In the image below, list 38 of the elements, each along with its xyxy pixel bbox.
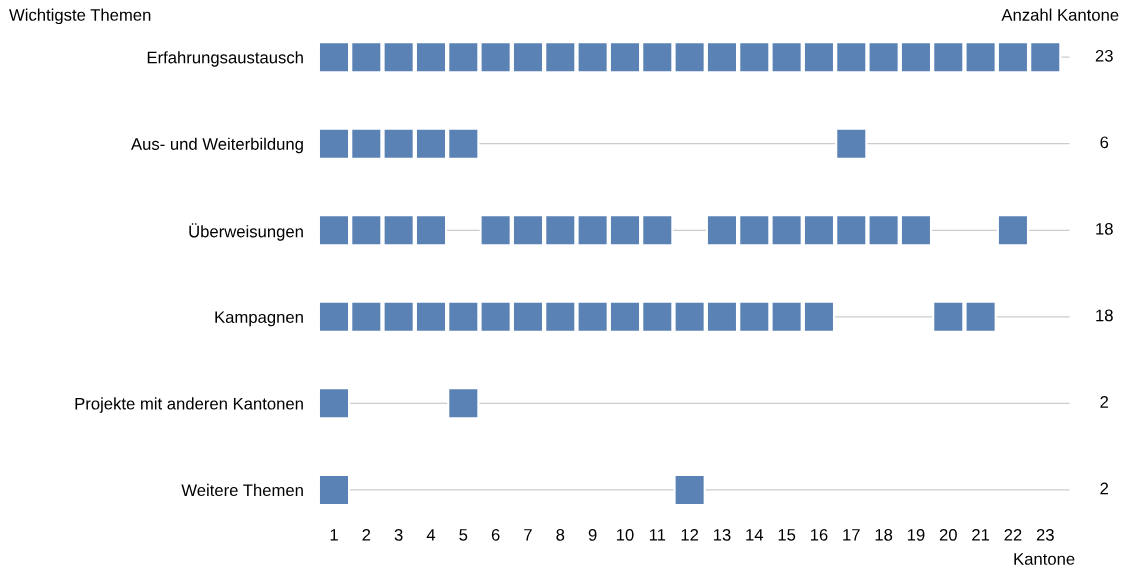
text: 18 bbox=[1096, 222, 1113, 235]
annotation: Anzahl Kantone bbox=[1001, 8, 1119, 21]
text: Wichtigste Themen bbox=[9, 8, 151, 25]
x-tick-label: 6 bbox=[491, 528, 500, 541]
text: 6 bbox=[1100, 136, 1109, 149]
x-tick-label: 15 bbox=[778, 529, 796, 541]
x-tick-label: 8 bbox=[556, 528, 565, 541]
x-tick-label: 12 bbox=[681, 528, 699, 541]
x-tick-label: 17 bbox=[843, 529, 860, 541]
x-tick-label: 1 bbox=[330, 529, 338, 541]
x-axis-title: Kantone bbox=[1014, 553, 1075, 565]
y-tick-label: Aus- und Weiterbildung bbox=[131, 137, 303, 154]
x-tick-label: 16 bbox=[810, 528, 828, 541]
x-tick-label: 5 bbox=[459, 529, 468, 541]
y-tick-label: Überweisungen bbox=[189, 223, 303, 241]
y-tick-label: Projekte mit anderen Kantonen bbox=[75, 397, 303, 413]
x-tick-label: 19 bbox=[907, 528, 925, 541]
x-tick-label: 23 bbox=[1036, 528, 1054, 541]
x-tick-label: 9 bbox=[588, 528, 597, 541]
text: 18 bbox=[1096, 309, 1113, 322]
x-tick-label: 14 bbox=[746, 529, 764, 541]
x-tick-label: 7 bbox=[524, 529, 532, 541]
x-tick-label: 4 bbox=[426, 529, 436, 541]
text: 2 bbox=[1100, 482, 1109, 495]
x-tick-label: 2 bbox=[362, 528, 371, 541]
y-tick-label: Weitere Themen bbox=[181, 483, 303, 497]
x-tick-label: 11 bbox=[649, 529, 666, 541]
x-tick-label: 10 bbox=[616, 528, 634, 541]
x-tick-label: 21 bbox=[972, 528, 990, 541]
x-tick-label: 13 bbox=[713, 528, 731, 541]
x-tick-label: 22 bbox=[1004, 528, 1022, 541]
text: 23 bbox=[1095, 49, 1113, 62]
x-tick-label: 20 bbox=[939, 528, 957, 541]
x-tick-label: 18 bbox=[875, 528, 893, 541]
x-tick-label: 3 bbox=[394, 528, 403, 541]
text: 2 bbox=[1100, 396, 1109, 408]
y-tick-label: Erfahrungsaustausch bbox=[147, 51, 303, 67]
y-tick-label: Kampagnen bbox=[215, 311, 303, 327]
